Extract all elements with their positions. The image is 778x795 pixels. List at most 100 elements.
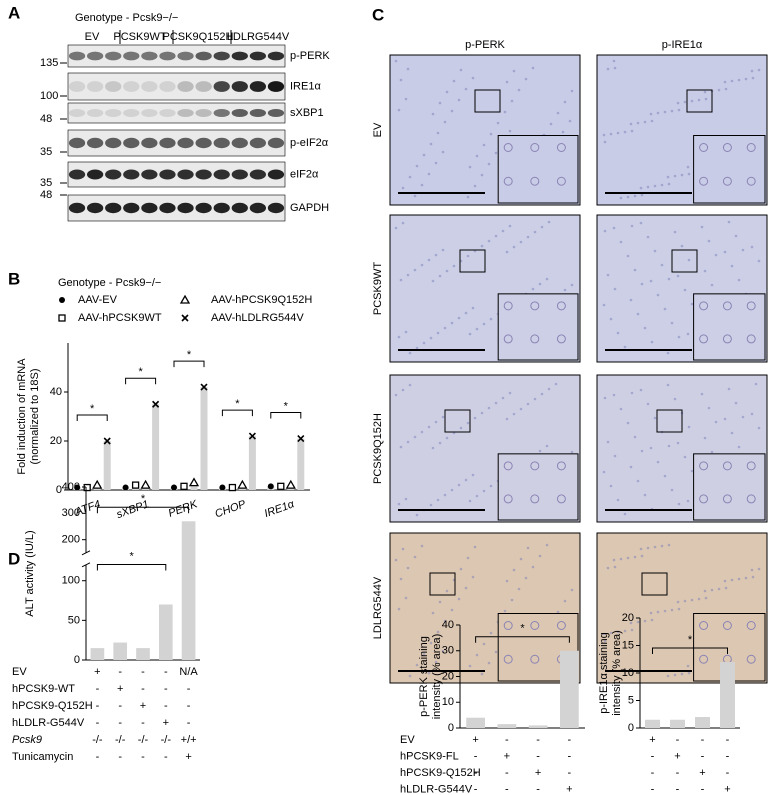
condition-mark: - bbox=[96, 700, 100, 712]
y-tick-label: 100 bbox=[62, 575, 80, 587]
cell bbox=[475, 327, 479, 331]
cell bbox=[630, 129, 634, 133]
inset bbox=[497, 293, 579, 361]
inset-cell bbox=[746, 301, 756, 311]
cell bbox=[606, 440, 610, 444]
data-point bbox=[228, 483, 237, 492]
cell bbox=[443, 120, 447, 124]
cell bbox=[619, 407, 623, 411]
data-point bbox=[297, 434, 305, 443]
cell bbox=[459, 426, 463, 430]
legend-label: AAV-hLDLRG544V bbox=[211, 312, 304, 324]
inset-cell bbox=[503, 334, 513, 344]
condition-mark: - bbox=[187, 700, 191, 712]
cell bbox=[639, 221, 643, 225]
data-point bbox=[180, 482, 188, 490]
condition-mark: - bbox=[568, 734, 572, 746]
cell bbox=[422, 341, 426, 345]
cell bbox=[413, 268, 417, 272]
condition-mark: - bbox=[141, 717, 145, 729]
cell bbox=[505, 80, 509, 84]
cell bbox=[714, 253, 718, 257]
inset-cell bbox=[699, 461, 709, 471]
cell bbox=[717, 88, 721, 92]
cell bbox=[673, 397, 677, 401]
cell bbox=[429, 641, 433, 645]
y-tick-label: 30 bbox=[442, 645, 454, 657]
y-tick-label: 20 bbox=[442, 670, 454, 682]
condition-mark: - bbox=[187, 683, 191, 695]
cell bbox=[445, 269, 449, 273]
cell bbox=[680, 672, 684, 676]
condition-mark: -/- bbox=[115, 734, 126, 746]
cell bbox=[750, 568, 754, 572]
significance-star: * bbox=[688, 634, 693, 646]
cell bbox=[404, 497, 408, 501]
cell bbox=[676, 600, 680, 604]
cell bbox=[603, 140, 607, 144]
cell bbox=[415, 663, 419, 667]
cell bbox=[397, 335, 401, 339]
cell bbox=[429, 336, 433, 340]
cell bbox=[677, 607, 681, 611]
cell bbox=[413, 435, 417, 439]
cell bbox=[563, 599, 567, 603]
cell bbox=[441, 150, 445, 154]
cell bbox=[415, 346, 419, 350]
y-tick-label: 20 bbox=[50, 435, 62, 447]
blot-strip bbox=[67, 72, 286, 101]
cell bbox=[487, 162, 491, 166]
cell bbox=[468, 499, 472, 503]
cell bbox=[677, 502, 681, 506]
cell bbox=[741, 248, 745, 252]
panel-label: B bbox=[8, 269, 20, 288]
bar bbox=[720, 662, 735, 728]
data-point bbox=[83, 483, 91, 492]
cell bbox=[415, 513, 419, 517]
blot-band bbox=[141, 109, 158, 117]
cell bbox=[703, 436, 707, 440]
condition-mark: - bbox=[141, 683, 145, 695]
cell bbox=[723, 80, 727, 84]
cell bbox=[710, 588, 714, 592]
cell bbox=[406, 440, 410, 444]
blot-band bbox=[177, 51, 194, 61]
cell bbox=[540, 392, 544, 396]
cell bbox=[643, 493, 647, 497]
blot-band bbox=[86, 137, 104, 149]
cell bbox=[741, 415, 745, 419]
cell bbox=[570, 588, 574, 592]
blot-band bbox=[86, 51, 104, 61]
y-tick-label: 0 bbox=[56, 484, 62, 496]
inset-cell bbox=[722, 301, 732, 311]
inset-cell bbox=[746, 461, 756, 471]
cell bbox=[666, 674, 670, 678]
cell bbox=[538, 449, 542, 453]
inset-cell bbox=[746, 143, 756, 152]
cell bbox=[438, 600, 442, 604]
data-point bbox=[131, 481, 140, 489]
y-tick-label: 10 bbox=[622, 667, 634, 679]
condition-mark: + bbox=[649, 734, 655, 746]
roi-box bbox=[444, 409, 471, 433]
cell bbox=[422, 153, 426, 157]
blot-band bbox=[68, 202, 86, 214]
y-tick-label: 400 bbox=[62, 481, 80, 493]
cell bbox=[639, 547, 643, 551]
cell bbox=[397, 502, 401, 506]
cell bbox=[612, 393, 616, 397]
cell bbox=[639, 388, 643, 392]
cell bbox=[602, 470, 606, 474]
significance-bracket bbox=[96, 563, 167, 571]
cell bbox=[677, 108, 681, 112]
cell bbox=[450, 109, 454, 113]
blot-label: sXBP1 bbox=[290, 107, 324, 119]
condition-mark: - bbox=[187, 717, 191, 729]
cell bbox=[503, 609, 507, 613]
blot-band bbox=[159, 137, 176, 149]
cell bbox=[466, 195, 470, 199]
blot-band bbox=[141, 202, 158, 214]
condition-mark: - bbox=[568, 750, 572, 762]
cell bbox=[434, 253, 438, 257]
cell bbox=[750, 69, 754, 73]
